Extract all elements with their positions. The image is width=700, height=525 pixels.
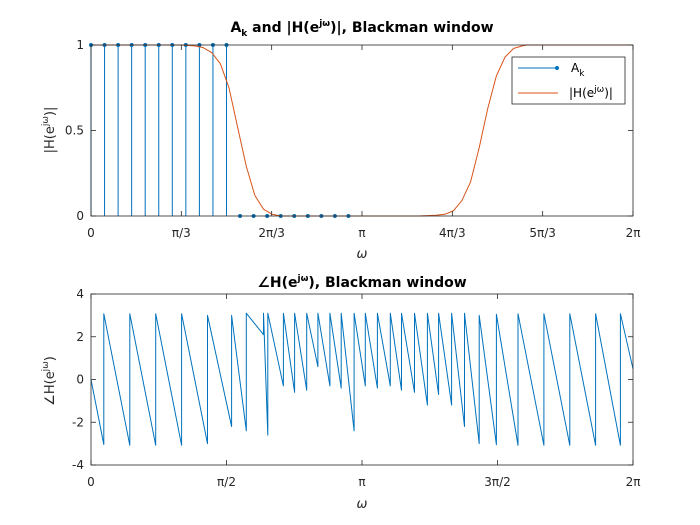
- phase-xlabel: ω: [357, 497, 368, 512]
- magnitude-ylabel: |H(ejω)|: [41, 107, 58, 154]
- magnitude-ticks: 0 π/3 2π/3 π 4π/3 5π/3 2π 0 0.5 1: [65, 38, 641, 240]
- phase-axes: ∠H(ejω), Blackman window 0 π/2 π 3π/2 2π -4 -2…: [41, 274, 640, 512]
- magnitude-xtick-label: 2π: [626, 226, 641, 240]
- magnitude-xtick-label: π: [358, 226, 365, 240]
- phase-xtick-label: 3π/2: [484, 475, 511, 489]
- phase-xtick-label: 2π: [626, 475, 641, 489]
- magnitude-xtick-label: 5π/3: [529, 226, 556, 240]
- phase-ytick-label: -2: [72, 415, 84, 429]
- magnitude-xtick-label: 2π/3: [258, 226, 285, 240]
- phase-title: ∠H(ejω), Blackman window: [257, 274, 466, 291]
- magnitude-title: Ak and |H(ejω)|, Blackman window: [230, 19, 493, 39]
- phase-ytick-label: 4: [76, 287, 84, 301]
- legend-label-h: |H(ejω)|: [569, 85, 613, 100]
- phase-ytick-label: -4: [72, 458, 84, 472]
- magnitude-xtick-label: 0: [87, 226, 95, 240]
- legend-marker-ak: [555, 66, 559, 70]
- magnitude-xtick-label: π/3: [172, 226, 191, 240]
- magnitude-xlabel: ω: [357, 247, 368, 262]
- phase-ytick-label: 2: [76, 330, 84, 344]
- legend: Ak |H(ejω)|: [511, 56, 626, 105]
- phase-xtick-label: π: [358, 475, 365, 489]
- magnitude-ytick-label: 0: [76, 209, 84, 223]
- legend-label-ak: Ak: [571, 61, 585, 79]
- magnitude-axes: Ak and |H(ejω)|, Blackman window 0 π/3 2π/…: [41, 19, 640, 262]
- phase-ticks: 0 π/2 π 3π/2 2π -4 -2 0 2 4: [72, 287, 640, 489]
- phase-ylabel: ∠H(ejω): [41, 356, 58, 406]
- phase-plot-area: [90, 312, 634, 446]
- magnitude-ytick-label: 1: [76, 38, 84, 52]
- legend-box: [511, 56, 626, 105]
- phase-ytick-label: 0: [76, 373, 84, 387]
- magnitude-ytick-label: 0.5: [65, 124, 84, 138]
- phase-xtick-label: 0: [87, 475, 95, 489]
- magnitude-xtick-label: 4π/3: [439, 226, 466, 240]
- phase-series-line: [90, 312, 634, 446]
- phase-xtick-label: π/2: [217, 475, 236, 489]
